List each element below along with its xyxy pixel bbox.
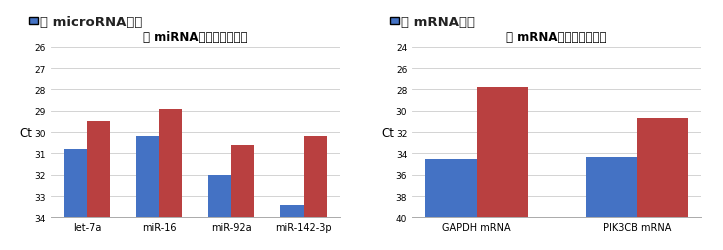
Bar [208, 175, 231, 218]
Bar [136, 137, 159, 218]
Y-axis label: Ct: Ct [20, 126, 33, 139]
Bar [87, 122, 110, 218]
Bar [476, 88, 528, 218]
Bar [425, 159, 476, 218]
Text: 各 microRNA数量: 各 microRNA数量 [40, 16, 142, 29]
Text: 各 mRNA数量: 各 mRNA数量 [401, 16, 475, 29]
Bar [304, 137, 327, 218]
Title: 各 mRNA数量（人血清）: 各 mRNA数量（人血清） [506, 30, 607, 44]
Bar [159, 109, 182, 218]
Bar [637, 119, 688, 218]
Y-axis label: Ct: Ct [381, 126, 394, 139]
Bar [586, 157, 637, 218]
Bar [281, 205, 304, 218]
Bar [64, 150, 87, 218]
Title: 各 miRNA数量（人血清）: 各 miRNA数量（人血清） [143, 30, 247, 44]
Bar [231, 145, 254, 218]
